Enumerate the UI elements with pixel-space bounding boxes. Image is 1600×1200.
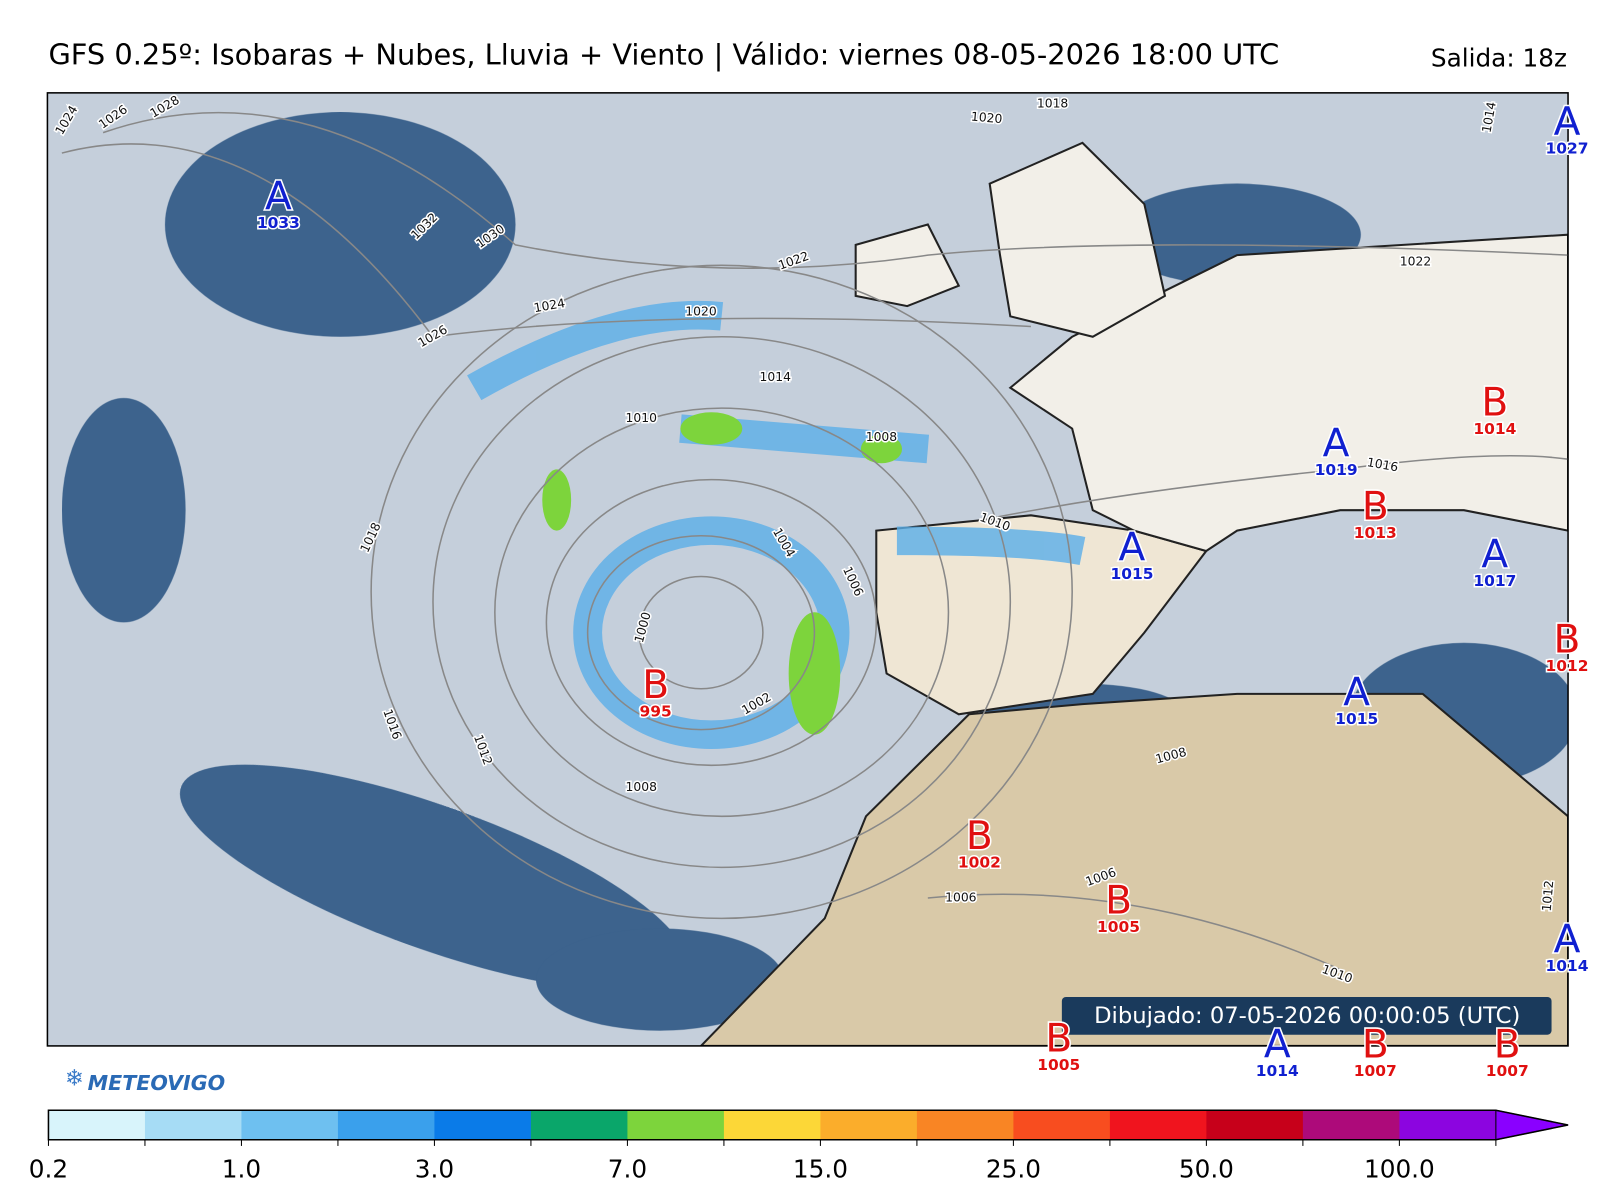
title: GFS 0.25º: Isobaras + Nubes, Lluvia + Vi… [48,37,1279,71]
drawn-box [1061,996,1552,1035]
colorbar-label: 15.0 [793,1155,848,1184]
pressure-center-value: 1017 [1473,572,1516,590]
isobar-label: 1014 [760,370,792,384]
pressure-center-value: 1027 [1546,140,1589,158]
pressure-center-value: 1013 [1354,524,1397,542]
colorbar-segment [627,1110,725,1140]
colorbar: 0.2 1.0 3.0 7.0 15.0 25.0 50.0 100.0 [29,1109,1569,1184]
isobar-label: 1006 [945,890,977,904]
isobar-label: 1020 [685,305,716,319]
colorbar-segment [48,1110,146,1140]
map: Dibujado: 07-05-2026 00:00:05 (UTC) [47,92,1569,1046]
pressure-center-letter: B [1362,485,1389,530]
isobar-label: 1008 [626,780,657,794]
isobar-label: 1008 [866,430,897,444]
pressure-center-value: 1014 [1473,420,1516,438]
pressure-center-letter: A [1554,100,1581,145]
colorbar-label: 100.0 [1364,1155,1435,1184]
colorbar-label: 0.2 [29,1155,68,1184]
pressure-center-letter: B [1481,381,1508,426]
isobar-label: 1022 [1400,255,1431,269]
colorbar-segment [1206,1110,1304,1140]
colorbar-segment [337,1110,435,1140]
map-frame [46,92,1569,1047]
pressure-center-value: 1012 [1546,657,1589,675]
isobar-label: 1010 [626,411,657,425]
pressure-center-value: 1014 [1256,1062,1299,1080]
pressure-center-letter: B [1494,1023,1521,1068]
colorbar-segment [723,1110,821,1140]
pressure-center-letter: B [1045,1016,1072,1061]
pressure-center-letter: B [1554,617,1581,662]
drawn-label: Dibujado: 07-05-2026 00:00:05 (UTC) [1094,1003,1520,1029]
colorbar-segment [916,1110,1014,1140]
colorbar-segment [434,1110,532,1140]
logo-icon: ❄ [65,1066,84,1092]
colorbar-segment [144,1110,242,1140]
logo: METEOVIGO [88,1071,226,1095]
colorbar-segment [1013,1110,1111,1140]
isobar-label: 1020 [970,110,1003,127]
isobar-label: 1012 [1540,880,1557,912]
pressure-center-value: 1033 [257,214,300,232]
pressure-center-value: 1002 [958,854,1001,872]
pressure-center-value: 1019 [1315,461,1358,479]
colorbar-label: 50.0 [1179,1155,1234,1184]
colorbar-frame [47,1109,1569,1141]
pressure-center-value: 1015 [1110,565,1153,583]
pressure-center-value: 1007 [1354,1062,1397,1080]
colorbar-label: 3.0 [415,1155,454,1184]
colorbar-extension [1495,1109,1569,1141]
pressure-center-value: 1005 [1097,918,1140,936]
pressure-center-letter: B [1362,1023,1389,1068]
pressure-center-letter: B [642,663,669,708]
pressure-center-letter: A [1554,917,1581,962]
isobar-label: 1018 [1037,97,1068,111]
pressure-center-letter: A [1119,526,1146,571]
colorbar-segment [241,1110,339,1140]
pressure-center-letter: A [265,175,292,220]
pressure-center-letter: A [1343,671,1370,716]
colorbar-segment [1399,1110,1497,1140]
colorbar-label: 1.0 [222,1155,261,1184]
pressure-center-value: 1015 [1335,710,1378,728]
colorbar-segment [820,1110,918,1140]
colorbar-label: 25.0 [986,1155,1041,1184]
pressure-center-letter: A [1264,1023,1291,1068]
colorbar-segment [530,1110,628,1140]
pressure-center-letter: A [1481,533,1508,578]
pressure-center-value: 995 [640,703,672,721]
pressure-center-letter: B [1105,879,1132,924]
pressure-center-value: 1014 [1546,957,1589,975]
colorbar-segment [1109,1110,1207,1140]
pressure-center-value: 1007 [1486,1062,1529,1080]
pressure-center-letter: A [1323,422,1350,467]
colorbar-label: 7.0 [608,1155,647,1184]
colorbar-segment [1302,1110,1400,1140]
run-label: Salida: 18z [1431,43,1567,72]
pressure-center-letter: B [966,814,993,859]
pressure-center-value: 1005 [1037,1056,1080,1074]
